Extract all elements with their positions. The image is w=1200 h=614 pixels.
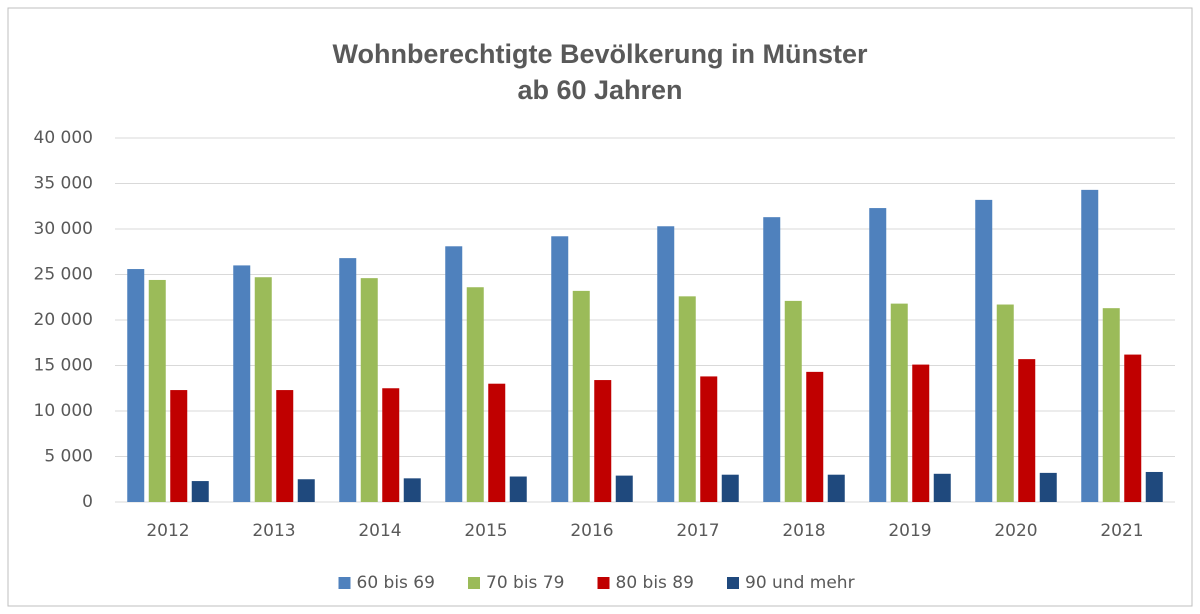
bar [1145, 471, 1163, 502]
bar [403, 478, 421, 502]
bar [975, 199, 993, 502]
legend-label: 80 bis 89 [616, 573, 694, 593]
bar [784, 300, 802, 502]
y-tick-label: 0 [82, 492, 93, 512]
x-tick-label: 2021 [1100, 521, 1143, 541]
bar [912, 364, 930, 502]
chart-border [7, 7, 1193, 607]
bar [594, 380, 612, 502]
bar [297, 479, 315, 502]
x-tick-label: 2015 [464, 521, 507, 541]
x-tick-label: 2012 [146, 521, 189, 541]
bar [509, 476, 527, 502]
bar [615, 475, 633, 502]
legend-label: 90 und mehr [745, 573, 855, 593]
bar [339, 258, 357, 502]
bar [933, 473, 951, 502]
bar [763, 217, 781, 503]
bar [721, 474, 739, 502]
bar [551, 236, 569, 502]
y-tick-label: 5 000 [44, 447, 93, 467]
bar [276, 390, 294, 502]
x-tick-label: 2020 [994, 521, 1037, 541]
legend-swatch [338, 577, 351, 589]
bar [1081, 189, 1099, 502]
bar [191, 481, 209, 502]
legend-swatch [727, 577, 739, 589]
y-tick-label: 40 000 [34, 128, 93, 148]
bar [996, 304, 1014, 502]
y-tick-label: 10 000 [34, 401, 93, 421]
x-tick-label: 2018 [782, 521, 825, 541]
legend-swatch [597, 577, 610, 589]
chart-title: Wohnberechtigte Bevölkerung in Münster [332, 39, 868, 69]
bar [360, 278, 378, 502]
x-tick-label: 2016 [570, 521, 613, 541]
legend-label: 60 bis 69 [357, 573, 435, 593]
bar [869, 208, 887, 502]
x-tick-label: 2013 [252, 521, 295, 541]
x-tick-label: 2014 [358, 521, 401, 541]
legend-swatch [468, 577, 480, 589]
bar [382, 388, 400, 502]
bar [466, 287, 484, 502]
y-tick-label: 25 000 [34, 265, 93, 285]
legend-label: 70 bis 79 [486, 573, 564, 593]
bar [806, 371, 824, 502]
bar [127, 269, 145, 502]
bar [1124, 354, 1142, 502]
bar [488, 383, 506, 502]
bar [1018, 359, 1036, 502]
y-tick-label: 15 000 [34, 356, 93, 376]
y-tick-label: 30 000 [34, 219, 93, 239]
bar [1039, 472, 1057, 502]
bar [233, 265, 251, 502]
x-tick-label: 2019 [888, 521, 931, 541]
y-tick-label: 35 000 [34, 174, 93, 194]
bar [700, 376, 718, 502]
y-tick-label: 20 000 [34, 310, 93, 330]
bar [657, 226, 675, 502]
bar [445, 246, 463, 502]
chart-title: ab 60 Jahren [517, 75, 682, 105]
bar [827, 474, 845, 502]
bar [678, 296, 696, 502]
bar [254, 277, 272, 502]
x-tick-label: 2017 [676, 521, 719, 541]
bar [890, 303, 908, 502]
bar [148, 279, 166, 502]
bar [572, 290, 590, 502]
bar [170, 390, 188, 502]
bar [1102, 308, 1120, 502]
